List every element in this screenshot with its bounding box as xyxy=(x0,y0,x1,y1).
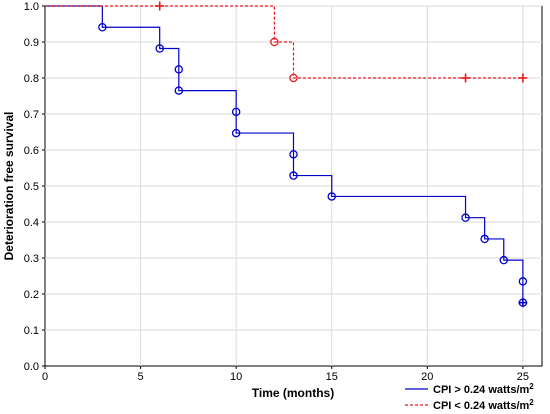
y-tick-label: 0.6 xyxy=(24,145,39,157)
event-marker-low xyxy=(289,73,298,83)
km-line-low xyxy=(45,5,523,79)
event-marker-high xyxy=(231,128,241,138)
y-axis-title: Deterioration free survival xyxy=(2,112,16,261)
series-group xyxy=(45,1,528,308)
event-marker-high xyxy=(174,86,184,95)
legend-label-low: CPI < 0.24 watts/m2 xyxy=(433,398,534,413)
legend: CPI > 0.24 watts/m2 CPI < 0.24 watts/m2 xyxy=(405,382,534,413)
event-marker-high xyxy=(174,65,184,74)
x-tick-label: 0 xyxy=(42,371,48,383)
event-marker-high xyxy=(155,44,164,53)
y-tick-label: 0.9 xyxy=(24,37,39,49)
x-tick-label: 15 xyxy=(326,371,338,383)
x-tick-label: 25 xyxy=(517,371,529,383)
y-tick-label: 1.0 xyxy=(24,1,39,13)
y-tick-label: 0.5 xyxy=(24,181,39,193)
x-tick-label: 10 xyxy=(230,371,242,383)
legend-label-high: CPI > 0.24 watts/m2 xyxy=(433,382,534,397)
event-marker-high xyxy=(289,150,298,159)
km-line-high xyxy=(45,5,524,303)
y-axis-ticks: 0.0 0.1 0.2 0.3 0.4 0.5 0.6 0.7 0.8 0.9 1.0 xyxy=(24,1,45,373)
x-tick-label: 5 xyxy=(138,371,144,383)
y-tick-label: 0.1 xyxy=(24,325,39,337)
x-axis-title: Time (months) xyxy=(252,386,334,400)
grid-lines xyxy=(45,5,542,366)
event-marker-high xyxy=(231,107,241,117)
event-marker-high xyxy=(461,213,470,222)
x-axis-ticks: 0 5 10 15 20 25 xyxy=(42,366,529,383)
event-marker-high xyxy=(289,171,298,180)
y-tick-label: 0.2 xyxy=(24,289,39,301)
x-tick-label: 20 xyxy=(421,371,433,383)
y-tick-label: 0.3 xyxy=(24,253,39,265)
event-marker-low xyxy=(270,37,279,47)
event-marker-high xyxy=(327,192,336,201)
y-tick-label: 0.8 xyxy=(24,73,39,85)
y-tick-label: 0.7 xyxy=(24,109,39,121)
y-tick-label: 0.0 xyxy=(24,361,39,373)
event-marker-high xyxy=(480,234,489,244)
event-marker-high xyxy=(499,255,509,265)
event-marker-high xyxy=(98,22,107,32)
y-tick-label: 0.4 xyxy=(24,217,39,229)
event-marker-high xyxy=(518,277,528,286)
